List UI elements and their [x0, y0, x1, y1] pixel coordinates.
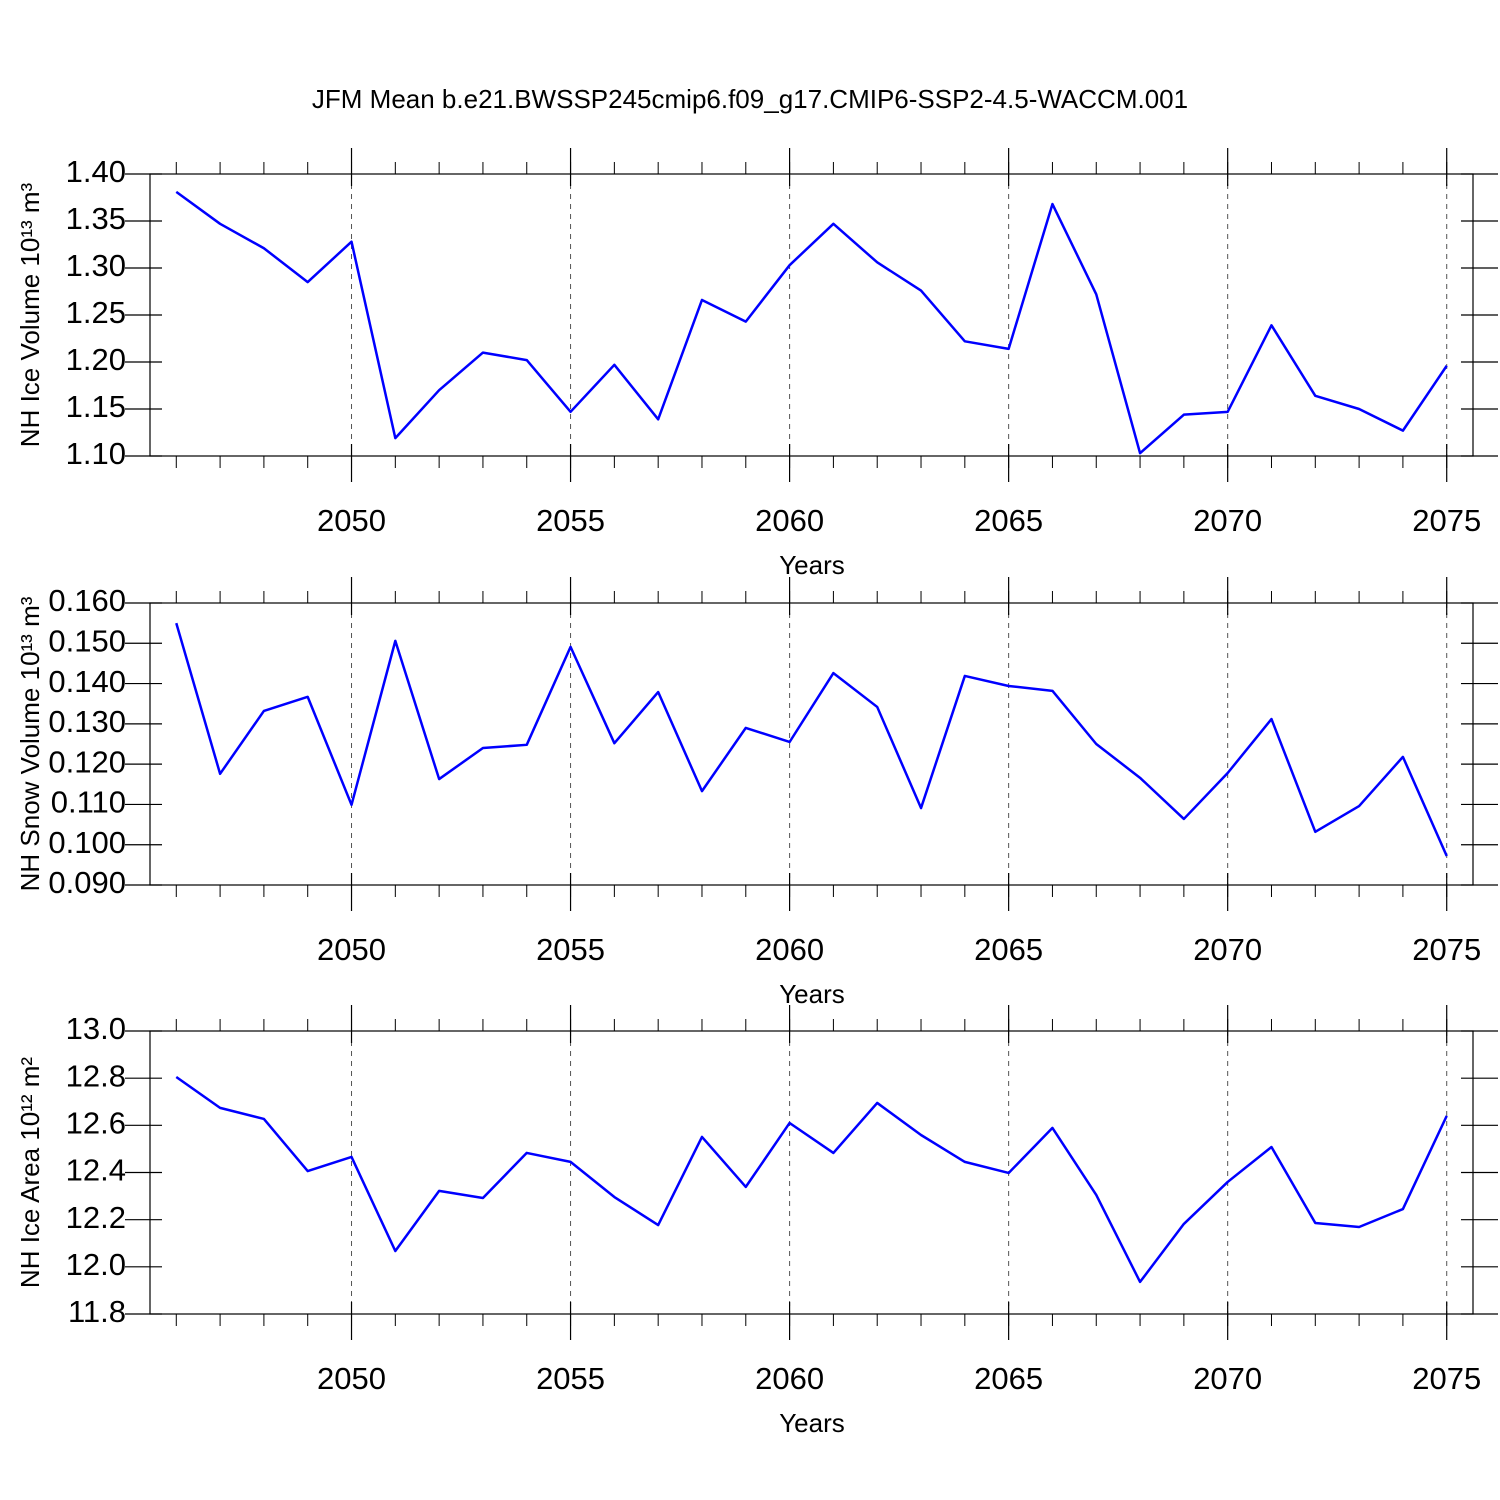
y-tick-label: 0.110 [51, 785, 126, 820]
x-axis-label: Years [779, 550, 845, 580]
x-axis-label: Years [779, 979, 845, 1009]
y-tick-label: 0.140 [48, 664, 126, 699]
y-tick-label: 1.25 [66, 295, 126, 330]
x-tick-label: 2070 [1193, 1361, 1262, 1396]
y-tick-label: 0.120 [48, 744, 126, 779]
y-tick-label: 0.100 [48, 825, 126, 860]
y-tick-label: 1.30 [66, 248, 126, 283]
y-tick-label: 0.130 [48, 704, 126, 739]
x-tick-label: 2050 [317, 932, 386, 967]
plot-frame [149, 1030, 1474, 1315]
data-line [175, 1075, 1448, 1284]
y-tick-label: 12.4 [66, 1153, 126, 1188]
x-tick-label: 2055 [536, 932, 605, 967]
y-axis-label: NH Snow Volume 10¹³ m³ [15, 596, 45, 891]
y-axis-label: NH Ice Area 10¹² m² [15, 1057, 45, 1289]
x-tick-label: 2055 [536, 503, 605, 538]
x-tick-label: 2075 [1412, 1361, 1481, 1396]
x-tick-label: 2065 [974, 932, 1043, 967]
y-tick-label: 1.35 [66, 201, 126, 236]
data-line [175, 622, 1448, 857]
x-tick-label: 2065 [974, 1361, 1043, 1396]
x-tick-label: 2060 [755, 1361, 824, 1396]
y-tick-label: 12.0 [66, 1247, 126, 1282]
y-tick-label: 12.2 [66, 1200, 126, 1235]
y-tick-label: 1.10 [66, 436, 126, 471]
y-tick-label: 1.40 [66, 154, 126, 189]
x-tick-label: 2070 [1193, 932, 1262, 967]
y-tick-label: 11.8 [68, 1294, 126, 1329]
plot-frame [149, 173, 1474, 457]
x-tick-label: 2075 [1412, 932, 1481, 967]
y-tick-label: 0.160 [48, 583, 126, 618]
y-tick-label: 1.20 [66, 342, 126, 377]
y-tick-label: 1.15 [66, 389, 126, 424]
plot-frame [149, 602, 1474, 886]
data-line [175, 190, 1448, 455]
y-tick-label: 0.150 [48, 623, 126, 658]
x-tick-label: 2065 [974, 503, 1043, 538]
x-tick-label: 2050 [317, 1361, 386, 1396]
x-tick-label: 2070 [1193, 503, 1262, 538]
x-tick-label: 2050 [317, 503, 386, 538]
x-tick-label: 2075 [1412, 503, 1481, 538]
y-tick-label: 12.8 [66, 1058, 126, 1093]
x-tick-label: 2060 [755, 503, 824, 538]
x-tick-label: 2060 [755, 932, 824, 967]
y-tick-label: 13.0 [66, 1011, 126, 1046]
figure-title: JFM Mean b.e21.BWSSP245cmip6.f09_g17.CMI… [312, 84, 1188, 114]
x-axis-label: Years [779, 1408, 845, 1438]
y-axis-label: NH Ice Volume 10¹³ m³ [15, 182, 45, 447]
x-tick-label: 2055 [536, 1361, 605, 1396]
y-tick-label: 0.090 [48, 865, 126, 900]
y-tick-label: 12.6 [66, 1106, 126, 1141]
